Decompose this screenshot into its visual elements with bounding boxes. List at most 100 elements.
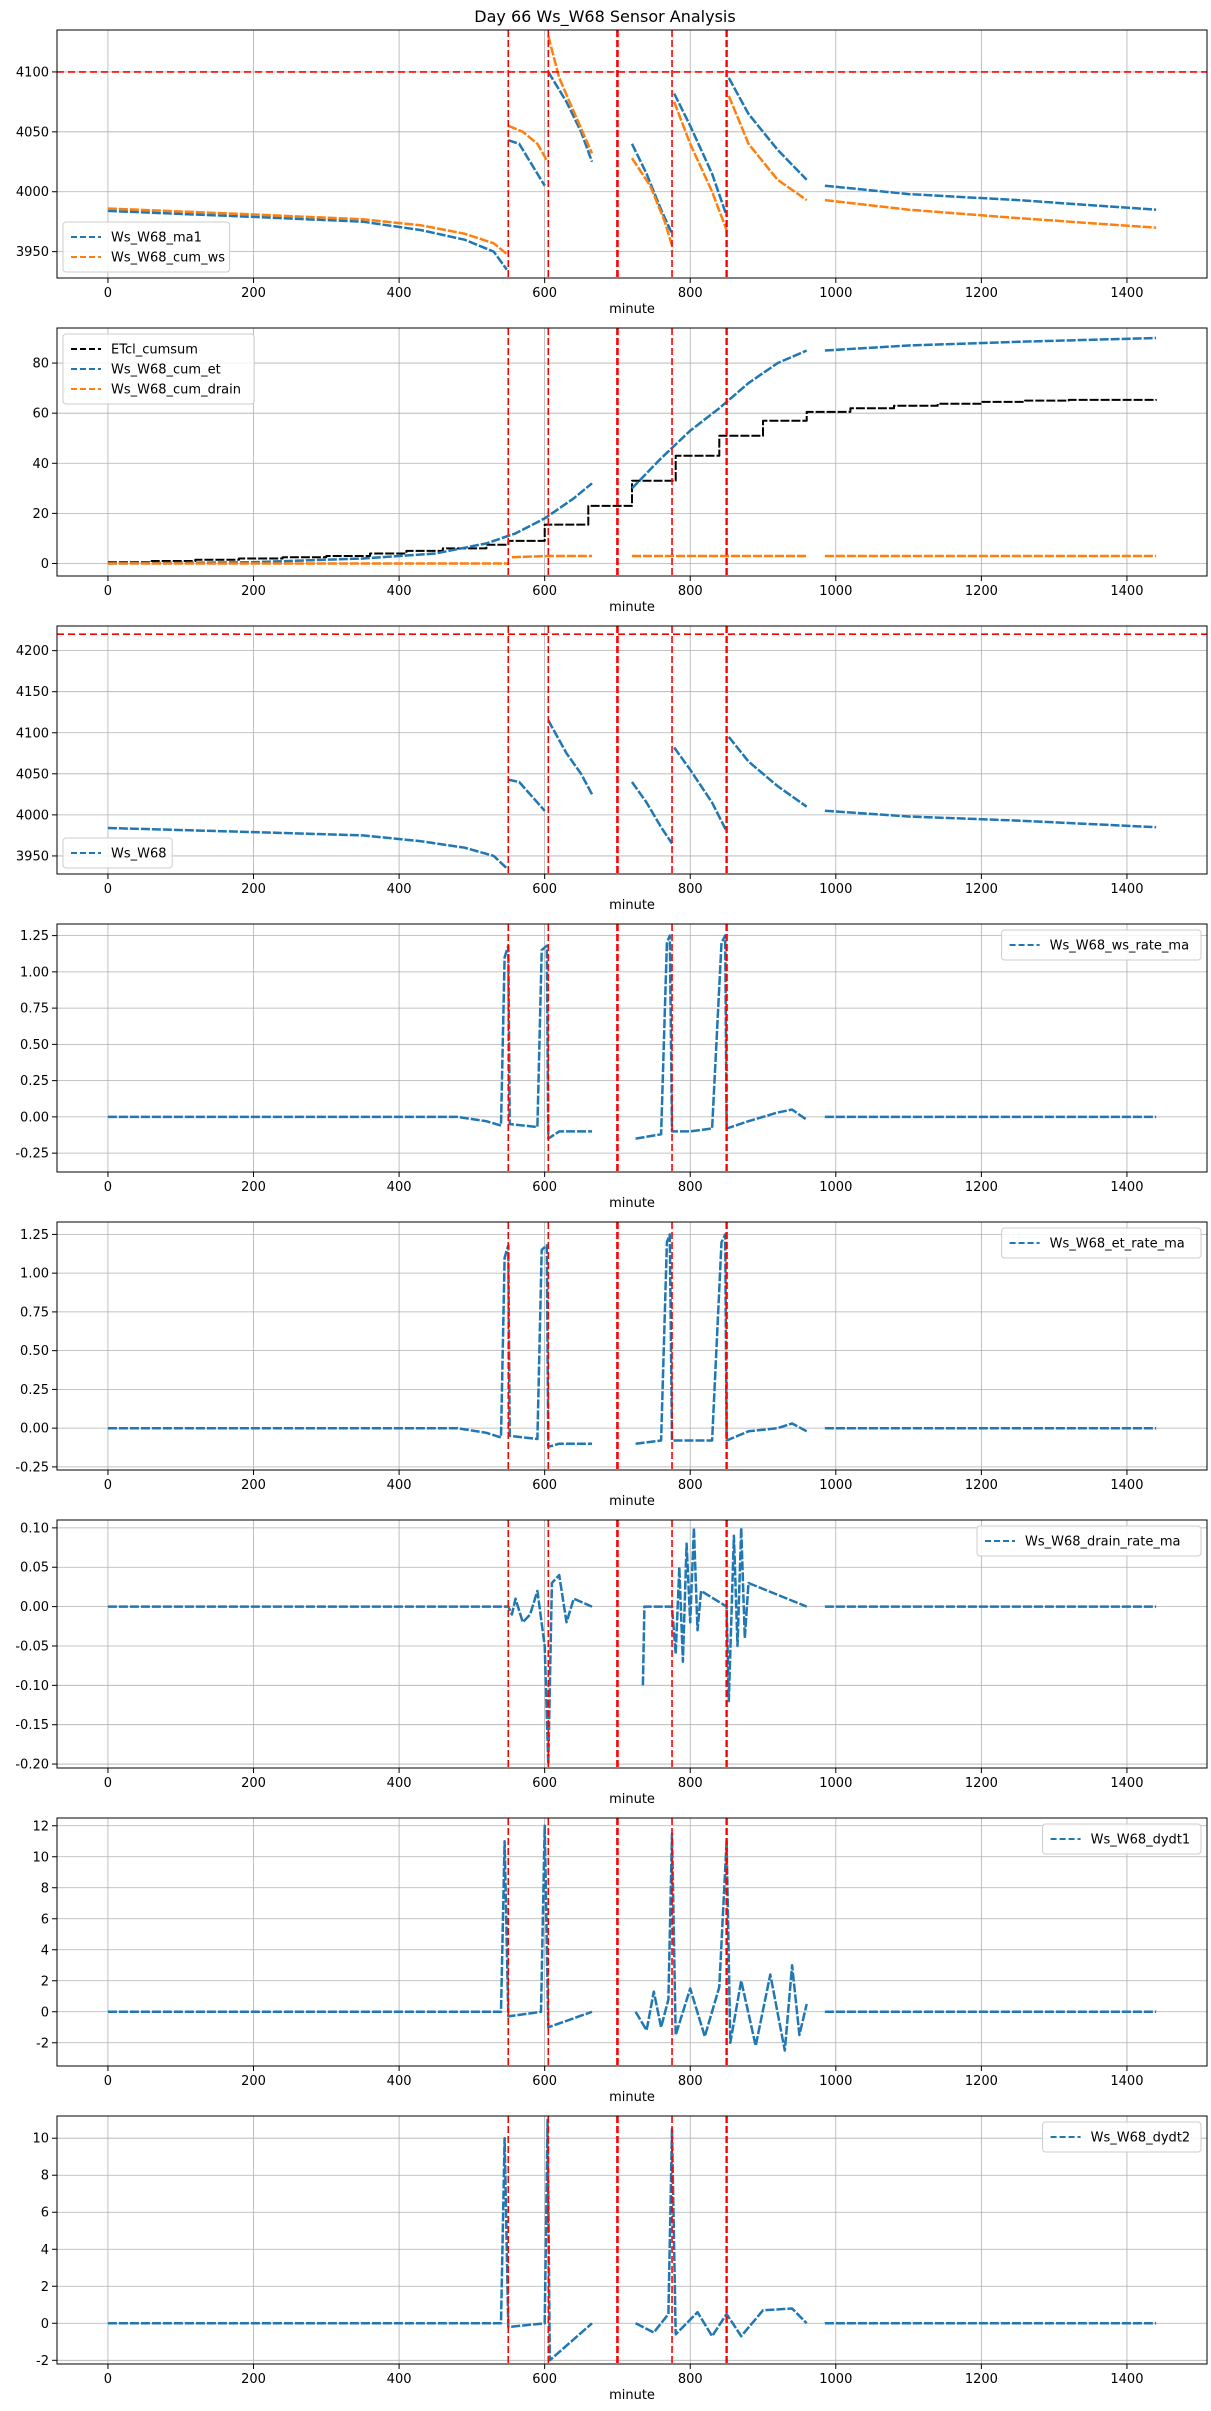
plot-area (107, 719, 1157, 870)
legend-label: ETcl_cumsum (111, 343, 198, 358)
x-axis-label: minute (609, 1196, 655, 1211)
legend: Ws_W68_dydt2 (1042, 2121, 1202, 2153)
series-etcl-cumsum (107, 398, 1158, 564)
panel-et-rate: 0 200 400 600 800 1000 1200 1400 -0.25 0.00 0.25 0.… (15, 1221, 1208, 1509)
x-tick-label: 400 (387, 1776, 412, 1791)
x-tick-label: 1400 (1110, 1478, 1143, 1493)
x-tick-label: 1000 (819, 286, 852, 301)
plot-area (107, 35, 1157, 271)
legend: Ws_W68 (62, 837, 173, 869)
x-tick-label: 1200 (965, 2372, 998, 2387)
x-tick-label: 400 (387, 1478, 412, 1493)
x-tick-label: 0 (104, 882, 112, 897)
x-axis-label: minute (609, 600, 655, 615)
legend: Ws_W68_drain_rate_ma (976, 1525, 1202, 1557)
legend-label: Ws_W68_ws_rate_ma (1050, 939, 1189, 954)
axes-frame (56, 1519, 1208, 1769)
y-tick-label: -2 (36, 2354, 49, 2369)
y-tick-label: 4200 (16, 644, 49, 659)
y-tick-label: 3950 (16, 849, 49, 864)
y-tick-label: 0.25 (20, 1074, 49, 1089)
series-ws-w68-cum-ws (107, 207, 508, 255)
x-tick-label: 1000 (819, 1776, 852, 1791)
series-ws-w68-dydt2 (107, 2118, 593, 2362)
x-tick-label: 1200 (965, 1776, 998, 1791)
y-tick-label: 4000 (16, 185, 49, 200)
x-tick-label: 800 (678, 882, 703, 897)
x-tick-label: 200 (241, 1478, 266, 1493)
y-tick-label: -0.10 (15, 1679, 49, 1694)
series-ws-w68-drain-rate-ma (641, 1526, 808, 1703)
y-tick-label: 4050 (16, 767, 49, 782)
x-axis-label: minute (609, 1792, 655, 1807)
x-tick-label: 200 (241, 2372, 266, 2387)
y-tick-label: 6 (41, 2206, 49, 2221)
legend-box (62, 221, 231, 273)
x-tick-label: 600 (532, 1478, 557, 1493)
x-tick-label: 400 (387, 882, 412, 897)
y-tick-label: 40 (32, 457, 49, 472)
series-ws-w68-cum-ws (507, 124, 549, 163)
y-tick-label: 0.75 (20, 1305, 49, 1320)
y-tick-label: 2 (41, 2280, 49, 2295)
x-tick-label: 1400 (1110, 2372, 1143, 2387)
y-tick-label: 0 (41, 557, 49, 572)
y-tick-label: 4 (41, 1943, 49, 1958)
series-ws-w68-drain-rate-ma (107, 1573, 593, 1766)
y-tick-label: 20 (32, 507, 49, 522)
y-tick-label: 0.10 (20, 1521, 49, 1536)
panel-ws-rate: 0 200 400 600 800 1000 1200 1400 -0.25 0.00 0.25 0.… (15, 923, 1208, 1211)
x-tick-label: 1400 (1110, 286, 1143, 301)
legend-box (1042, 1823, 1202, 1855)
x-tick-label: 1200 (965, 1478, 998, 1493)
plot-area (107, 336, 1158, 565)
x-tick-label: 1400 (1110, 2074, 1143, 2089)
legend-label: Ws_W68_ma1 (111, 231, 202, 246)
x-tick-label: 0 (104, 2074, 112, 2089)
axes-frame (56, 29, 1208, 279)
x-tick-label: 800 (678, 1180, 703, 1195)
axes-frame (56, 923, 1208, 1173)
y-tick-label: 4150 (16, 685, 49, 700)
series-ws-w68 (824, 809, 1157, 829)
x-tick-label: 600 (532, 882, 557, 897)
series-ws-w68-et-rate-ma (107, 1244, 592, 1449)
panel-ws-ma1: 0 200 400 600 800 1000 1200 1400 3950 4000 4050 410… (16, 29, 1208, 317)
axes-frame (56, 625, 1208, 875)
x-tick-label: 600 (532, 286, 557, 301)
series-ws-w68-dydt2 (635, 2127, 808, 2338)
y-tick-label: 4100 (16, 726, 49, 741)
x-tick-label: 1000 (819, 1180, 852, 1195)
series-ws-w68-cum-ws (824, 198, 1157, 229)
y-tick-label: 1.00 (20, 965, 49, 980)
x-tick-label: 1200 (965, 1180, 998, 1195)
x-tick-label: 800 (678, 2074, 703, 2089)
legend-label: Ws_W68_dydt2 (1091, 2131, 1191, 2146)
series-ws-w68-ws-rate-ma (107, 944, 592, 1140)
x-tick-label: 800 (678, 584, 703, 599)
y-tick-label: 4050 (16, 125, 49, 140)
x-tick-label: 0 (104, 2372, 112, 2387)
plot-area (107, 1233, 1157, 1449)
y-tick-label: 12 (32, 1819, 49, 1834)
series-ws-w68-cum-ws (547, 35, 594, 154)
x-tick-label: 1000 (819, 2074, 852, 2089)
series-ws-w68 (107, 826, 508, 870)
y-tick-label: 8 (41, 1881, 49, 1896)
x-tick-label: 1200 (965, 2074, 998, 2089)
y-tick-label: 10 (32, 1850, 49, 1865)
legend-label: Ws_W68_cum_et (111, 363, 221, 378)
x-tick-label: 600 (532, 1180, 557, 1195)
x-tick-label: 1200 (965, 584, 998, 599)
y-tick-label: 4100 (16, 65, 49, 80)
series-ws-w68-ma1 (507, 139, 546, 187)
y-tick-label: 4000 (16, 808, 49, 823)
series-ws-w68-cum-et (107, 482, 593, 565)
series-ws-w68 (727, 736, 808, 808)
x-tick-label: 1200 (965, 286, 998, 301)
axes-frame (56, 1221, 1208, 1471)
x-tick-label: 0 (104, 1180, 112, 1195)
x-tick-label: 200 (241, 286, 266, 301)
y-tick-label: 4 (41, 2243, 49, 2258)
